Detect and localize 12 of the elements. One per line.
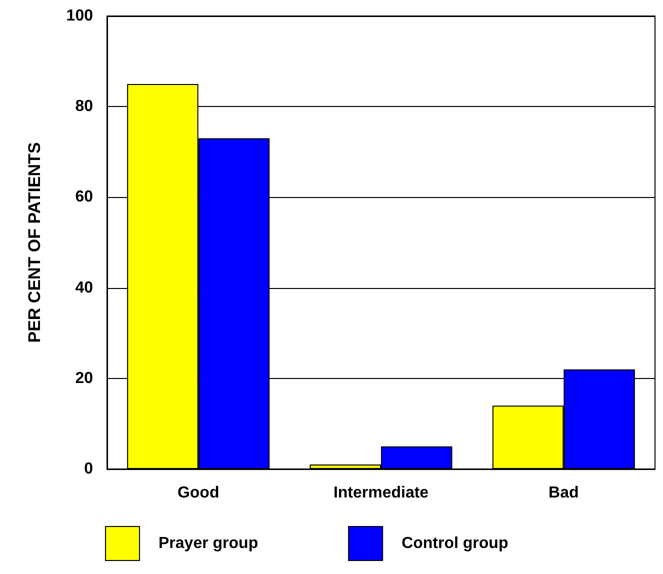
y-axis-title: PER CENT OF PATIENTS [25, 142, 44, 343]
legend-label: Prayer group [158, 535, 258, 552]
y-tick-label: 80 [75, 98, 94, 116]
y-tick-label: 60 [75, 188, 94, 206]
x-tick-label: Bad [548, 484, 579, 502]
x-tick-label: Good [177, 484, 220, 502]
y-tick-label: 100 [66, 8, 94, 24]
y-tick-label: 0 [84, 460, 94, 478]
legend-label: Control group [402, 535, 508, 552]
y-tick-label: 40 [75, 279, 94, 296]
y-tick-label: 20 [75, 370, 94, 387]
x-tick-label: Intermediate [333, 484, 429, 502]
